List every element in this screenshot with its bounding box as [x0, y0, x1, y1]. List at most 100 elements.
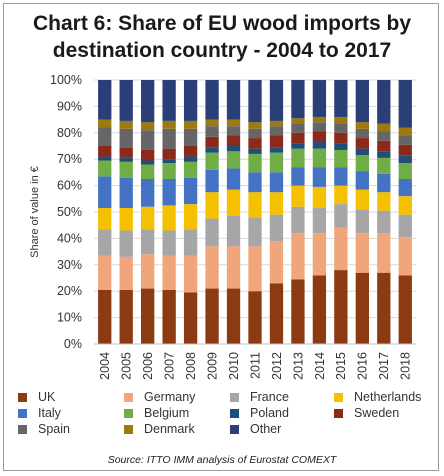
legend-label: Germany — [144, 390, 196, 404]
legend-item: Belgium — [124, 406, 189, 420]
legend-swatch — [18, 409, 27, 418]
legend-swatch — [18, 393, 27, 402]
bar-segment — [312, 233, 327, 276]
bar-segment — [162, 179, 176, 206]
bar-segment — [162, 159, 176, 164]
bar-segment — [141, 164, 155, 179]
bar-segment — [377, 80, 391, 124]
bar-segment — [377, 123, 391, 132]
bar-segment — [355, 138, 369, 149]
bar-segment — [119, 289, 133, 344]
bar-segment — [162, 148, 176, 160]
bar-segment — [248, 291, 262, 344]
bar-segment — [291, 132, 305, 144]
legend-label: UK — [38, 390, 56, 404]
bar-segment — [355, 155, 369, 172]
legend-item: France — [230, 390, 289, 404]
chart-title-line-2: destination country - 2004 to 2017 — [52, 39, 392, 62]
bar-segment — [119, 177, 133, 209]
bar-segment — [141, 149, 155, 161]
bar-segment — [248, 246, 262, 292]
bar-segment — [162, 255, 176, 290]
legend-swatch — [18, 425, 27, 434]
bar-segment — [119, 157, 133, 162]
bar-segment — [291, 167, 305, 186]
bar-segment — [398, 275, 412, 344]
x-tick-label: 2004 — [98, 352, 112, 380]
legend-label: Sweden — [354, 406, 399, 420]
bar-segment — [205, 169, 219, 193]
legend-item: Poland — [230, 406, 289, 420]
bar-segment — [312, 167, 327, 187]
x-tick-label: 2008 — [184, 352, 198, 380]
bar-segment — [226, 246, 241, 289]
x-tick-label: 2009 — [205, 352, 219, 380]
bar-segment — [162, 230, 176, 256]
x-tick-label: 2014 — [313, 352, 327, 380]
bar-segment — [226, 135, 241, 146]
bar-segment — [205, 246, 219, 289]
chart-title-line-1: Chart 6: Share of EU wood imports by — [32, 12, 412, 35]
bar-segment — [205, 80, 219, 120]
bar-segment — [312, 148, 327, 168]
legend-item: Germany — [124, 390, 196, 404]
bar-segment — [141, 229, 155, 255]
bar-segment — [119, 120, 133, 129]
bar-segment — [398, 127, 412, 136]
x-tick-label: 2006 — [141, 352, 155, 380]
bar-segment — [291, 206, 305, 234]
bar-segment — [377, 140, 391, 152]
bar-segment — [398, 163, 412, 179]
bar-segment — [183, 146, 198, 157]
bar-segment — [119, 128, 133, 148]
legend-swatch — [124, 393, 133, 402]
bar-segment — [183, 255, 198, 293]
legend-item: Spain — [18, 422, 70, 436]
legend-swatch — [230, 409, 239, 418]
bar-segment — [291, 118, 305, 124]
bar-segment — [226, 80, 241, 120]
bar-segment — [141, 254, 155, 289]
bar-segment — [162, 80, 176, 121]
bar-segment — [377, 151, 391, 158]
bar-segment — [226, 168, 241, 190]
bar-segment — [226, 215, 241, 247]
legend-item: Netherlands — [334, 390, 421, 404]
bar-segment — [98, 119, 112, 128]
bar-segment — [334, 80, 348, 117]
bar-segment — [248, 192, 262, 218]
bar-segment — [141, 288, 155, 344]
y-tick-label: 0% — [64, 337, 82, 351]
bar-segment — [269, 147, 284, 153]
bar-segment — [98, 176, 112, 209]
bar-segment — [291, 233, 305, 280]
bar-segment — [355, 128, 369, 139]
bar-segment — [269, 120, 284, 127]
bar-segment — [119, 147, 133, 158]
bar-segment — [291, 123, 305, 133]
bar-segment — [355, 272, 369, 344]
legend-label: Denmark — [144, 422, 195, 436]
bar-segment — [355, 209, 369, 234]
bar-segment — [248, 128, 262, 139]
bar-segment — [269, 80, 284, 121]
bar-segment — [119, 208, 133, 231]
bar-segment — [183, 80, 198, 121]
legend-label: Poland — [250, 406, 289, 420]
bar-segment — [334, 132, 348, 144]
bar-segment — [269, 126, 284, 136]
legend-swatch — [124, 425, 133, 434]
bar-segment — [248, 153, 262, 173]
legend-swatch — [230, 425, 239, 434]
bar-segment — [162, 289, 176, 344]
bar-segment — [119, 161, 133, 178]
bar-segment — [98, 127, 112, 146]
bar-segment — [162, 120, 176, 129]
bar-segment — [98, 208, 112, 230]
bar-segment — [377, 157, 391, 174]
bar-segment — [269, 192, 284, 215]
bar-segment — [355, 122, 369, 129]
bar-segment — [334, 270, 348, 344]
x-tick-label: 2016 — [356, 352, 370, 380]
bar-segment — [183, 120, 198, 129]
